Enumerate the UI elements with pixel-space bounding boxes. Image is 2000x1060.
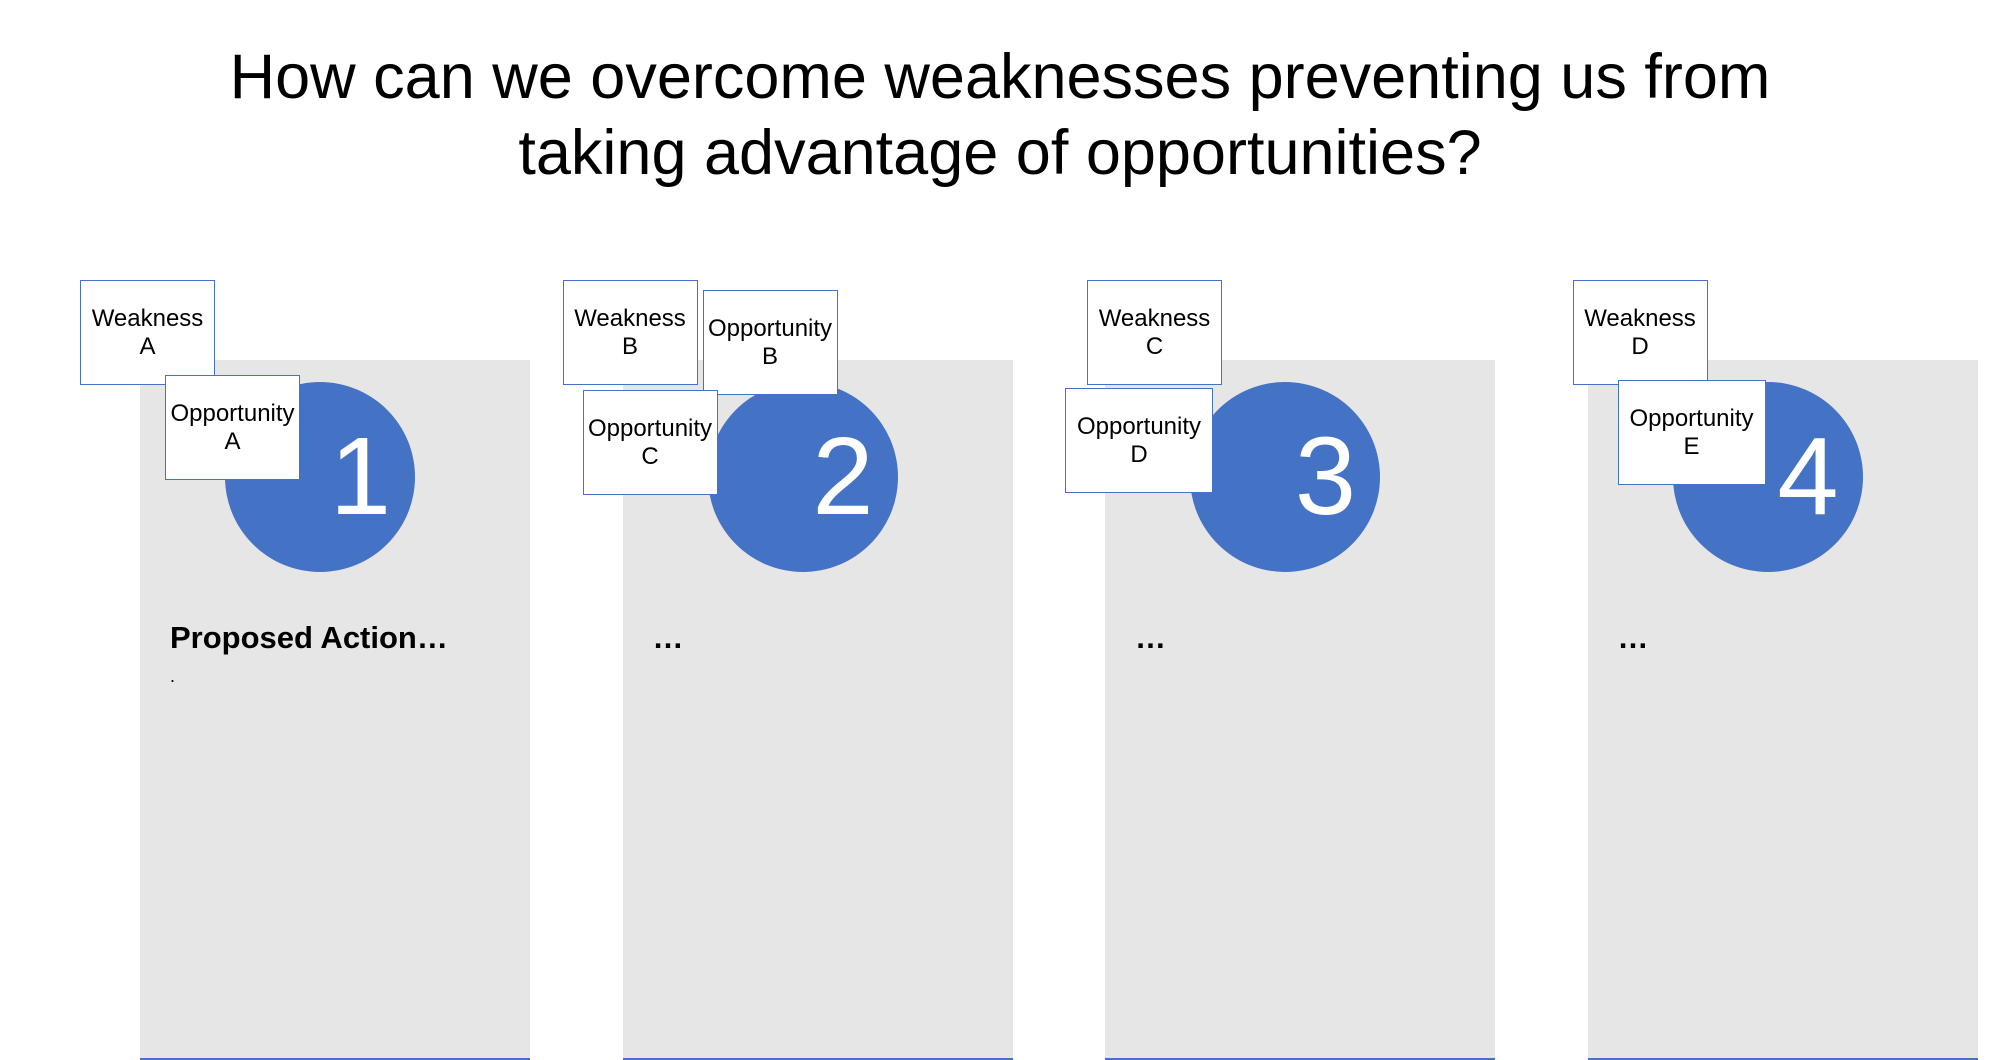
card: 3…Weakness COpportunity D bbox=[1055, 280, 1468, 1040]
sticky-note: Opportunity A bbox=[165, 375, 300, 480]
card-body: … bbox=[1135, 620, 1475, 666]
action-heading: … bbox=[653, 620, 993, 656]
sticky-note: Opportunity C bbox=[583, 390, 718, 495]
slide-title: How can we overcome weaknesses preventin… bbox=[0, 40, 2000, 191]
sticky-note: Opportunity B bbox=[703, 290, 838, 395]
card-number: 1 bbox=[330, 422, 391, 532]
slide: How can we overcome weaknesses preventin… bbox=[0, 0, 2000, 1060]
card-number-circle: 3 bbox=[1190, 382, 1380, 572]
sticky-note: Weakness B bbox=[563, 280, 698, 385]
action-heading: Proposed Action… bbox=[170, 620, 510, 656]
card-number-circle: 2 bbox=[708, 382, 898, 572]
card: 2…Weakness BOpportunity BOpportunity C bbox=[573, 280, 986, 1040]
card: 1Proposed Action….Weakness AOpportunity … bbox=[90, 280, 503, 1040]
card-body: … bbox=[1618, 620, 1958, 666]
action-body: . bbox=[170, 666, 510, 687]
card-number: 3 bbox=[1295, 422, 1356, 532]
card: 4…Weakness DOpportunity E bbox=[1538, 280, 1951, 1040]
sticky-note: Opportunity D bbox=[1065, 388, 1213, 493]
action-heading: … bbox=[1135, 620, 1475, 656]
card-number: 2 bbox=[812, 422, 873, 532]
sticky-note: Weakness C bbox=[1087, 280, 1222, 385]
sticky-note: Opportunity E bbox=[1618, 380, 1766, 485]
card-body: Proposed Action…. bbox=[170, 620, 510, 687]
card-number: 4 bbox=[1777, 422, 1838, 532]
card-body: … bbox=[653, 620, 993, 666]
cards-row: 1Proposed Action….Weakness AOpportunity … bbox=[90, 280, 1950, 1040]
sticky-note: Weakness A bbox=[80, 280, 215, 385]
sticky-note: Weakness D bbox=[1573, 280, 1708, 385]
action-heading: … bbox=[1618, 620, 1958, 656]
